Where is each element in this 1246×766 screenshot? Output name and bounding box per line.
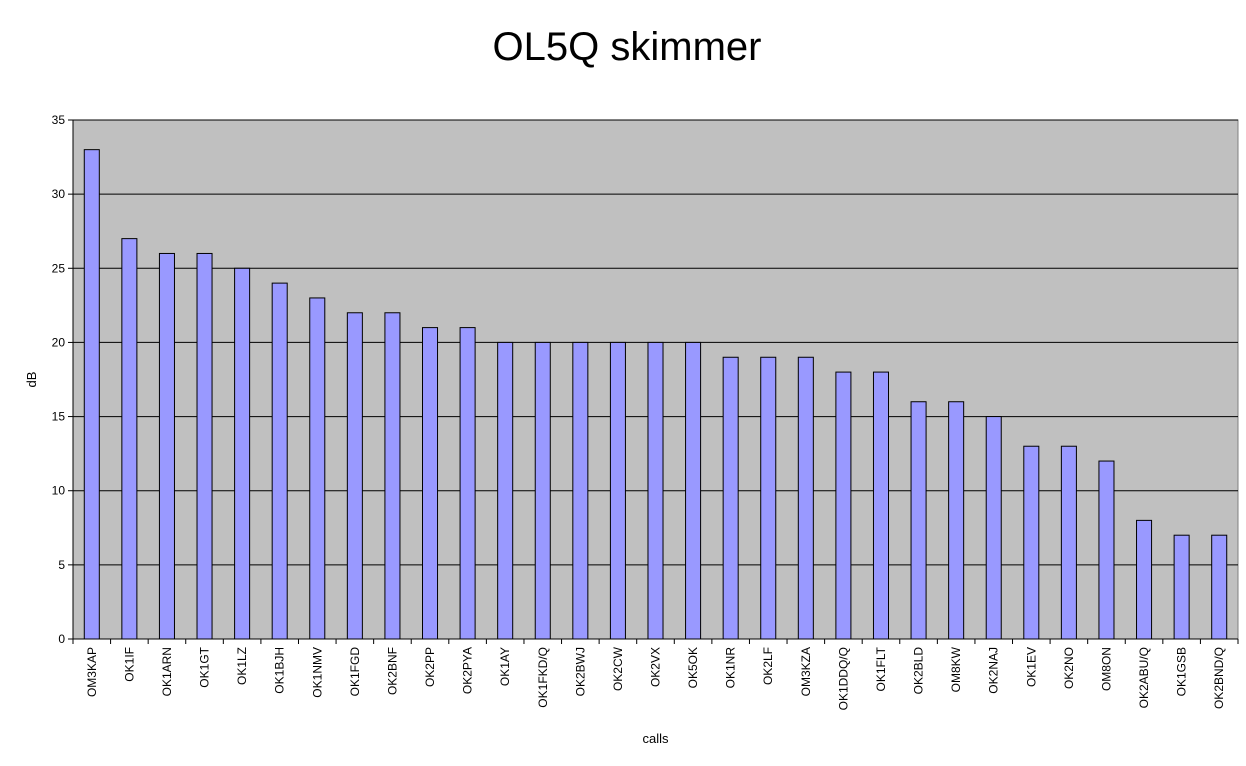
bar	[234, 267, 251, 640]
bars	[83, 149, 1228, 640]
y-tick-label: 35	[52, 113, 66, 127]
x-tick-label: OK2ABU/Q	[1137, 647, 1151, 708]
bar	[685, 341, 702, 640]
bar	[797, 356, 814, 640]
bar	[346, 312, 363, 640]
bar	[1173, 534, 1190, 640]
y-tick-label: 5	[58, 558, 65, 572]
x-tick-label: OK2LF	[761, 647, 775, 685]
x-tick-label: OM3KAP	[85, 647, 99, 697]
x-tick-label: OM8KW	[949, 646, 963, 692]
y-tick-label: 20	[52, 335, 66, 349]
x-tick-label: OK1AY	[498, 647, 512, 686]
x-tick-label: OK2PP	[423, 647, 437, 687]
x-tick-label: OK1EV	[1024, 647, 1038, 687]
x-tick-label: OK2NAJ	[987, 647, 1001, 694]
bar	[384, 312, 401, 640]
x-tick-label: OM3KZA	[799, 647, 813, 696]
x-tick-label: OK1FKD/Q	[536, 647, 550, 708]
bar	[196, 252, 213, 640]
bar	[271, 282, 288, 640]
bar	[985, 416, 1002, 640]
x-tick-label: OK1NMV	[310, 647, 324, 698]
x-tick-label: OM8ON	[1099, 647, 1113, 691]
y-axis-label: dB	[24, 372, 39, 388]
bar	[309, 297, 326, 640]
bar	[572, 341, 589, 640]
x-tick-label: OK5OK	[686, 647, 700, 688]
bar	[497, 341, 514, 640]
x-tick-label: OK1FLT	[874, 646, 888, 691]
bar	[459, 327, 476, 640]
x-tick-label: OK2PYA	[461, 647, 475, 694]
bar	[760, 356, 777, 640]
chart-title: OL5Q skimmer	[493, 25, 762, 69]
x-tick-label: OK1LZ	[235, 647, 249, 685]
x-tick-label: OK2BLD	[912, 647, 926, 695]
x-tick-label: OK1NR	[724, 647, 738, 689]
x-tick-label: OK2BWJ	[573, 647, 587, 696]
bar	[422, 327, 439, 640]
x-tick-label: OK1GSB	[1175, 647, 1189, 696]
x-tick-label: OK1BJH	[273, 647, 287, 694]
bar	[910, 401, 927, 640]
y-tick-label: 25	[52, 261, 66, 275]
x-tick-label: OK1DDQ/Q	[836, 647, 850, 710]
bar	[835, 371, 852, 640]
bar	[722, 356, 739, 640]
bar	[1098, 460, 1115, 640]
y-axis: 0 5 10 15 20 25 30 35	[52, 113, 74, 646]
x-tick-label: OK2NO	[1062, 647, 1076, 689]
bar	[647, 341, 664, 640]
bar	[1023, 445, 1040, 640]
y-tick-label: 30	[52, 187, 66, 201]
x-tick-label: OK2CW	[611, 646, 625, 691]
bar	[948, 401, 965, 640]
x-axis-label: calls	[642, 731, 669, 746]
bar	[609, 341, 626, 640]
bar	[1136, 519, 1153, 640]
y-tick-label: 10	[52, 484, 66, 498]
y-tick-label: 0	[58, 632, 65, 646]
bar	[872, 371, 889, 640]
bar	[121, 238, 138, 640]
bar	[1060, 445, 1077, 640]
x-tick-label: OK2BND/Q	[1212, 647, 1226, 709]
x-tick-label: OK1FGD	[348, 647, 362, 697]
x-tick-label: OK1ARN	[160, 647, 174, 696]
gridlines	[73, 119, 1238, 566]
bar	[1211, 534, 1228, 640]
x-tick-label: OK2BNF	[385, 647, 399, 695]
x-tick-label: OK1IF	[122, 647, 136, 682]
y-tick-label: 15	[52, 410, 66, 424]
x-tick-label: OK2VX	[649, 647, 663, 687]
bar	[158, 252, 175, 640]
x-tick-label: OK1GT	[198, 646, 212, 687]
bar	[534, 341, 551, 640]
x-axis: OM3KAP OK1IF OK1ARN OK1GT OK1LZ OK1BJH OK1NMV O…	[72, 638, 1239, 710]
bar	[83, 149, 100, 640]
